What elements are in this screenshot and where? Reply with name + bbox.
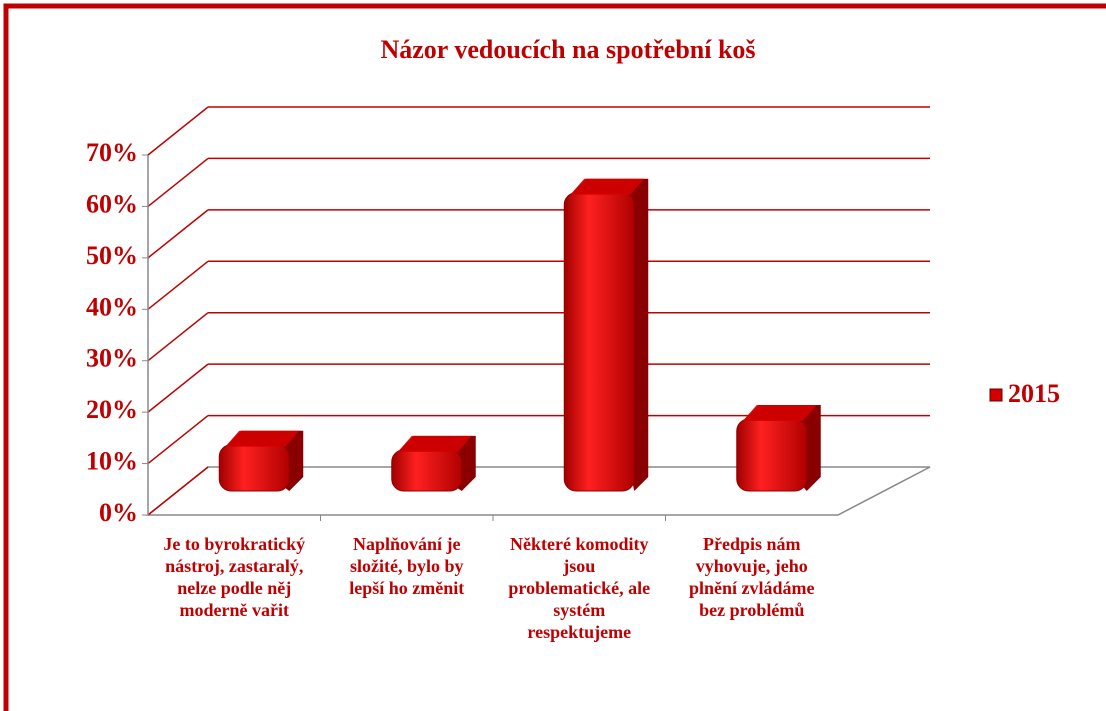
y-tick-label: 50% xyxy=(86,241,138,270)
grid-line xyxy=(147,414,209,465)
bar-part xyxy=(570,178,645,195)
grid-line xyxy=(147,466,209,516)
x-tick-label: Naplňování je složité, bylo by lepší ho … xyxy=(349,534,465,598)
grid-line xyxy=(147,106,209,156)
y-tick-label: 0% xyxy=(99,498,138,527)
bar-part xyxy=(742,405,817,421)
chart-title: Názor vedoucích na spotřební koš xyxy=(380,35,755,64)
bar-part xyxy=(218,444,290,492)
y-tick-label: 70% xyxy=(86,138,138,167)
grid-line xyxy=(147,312,209,362)
frame xyxy=(3,3,1106,711)
legend-swatch xyxy=(989,388,1003,402)
bar-part xyxy=(397,435,472,452)
bar xyxy=(391,435,476,492)
grid-line xyxy=(147,157,209,208)
y-tick-label: 10% xyxy=(86,447,138,476)
bar xyxy=(218,430,304,492)
y-tick-label: 30% xyxy=(86,344,138,373)
grid-line xyxy=(147,363,209,413)
bar-part xyxy=(391,449,463,492)
bar xyxy=(736,405,821,492)
y-tick-label: 60% xyxy=(86,189,138,218)
grid-line xyxy=(147,260,209,310)
bar-part xyxy=(225,430,300,447)
grid-line xyxy=(147,209,209,259)
bar xyxy=(563,178,649,492)
y-tick-label: 20% xyxy=(86,395,138,424)
y-tick-label: 40% xyxy=(86,292,138,321)
x-tick-label: Je to byrokratický nástroj, zastaralý, n… xyxy=(163,534,306,620)
bar-part xyxy=(736,418,808,492)
x-tick-label: Předpis nám vyhovuje, jeho plnění zvládá… xyxy=(688,534,815,620)
x-tick-label: Některé komodity jsou problematické, ale… xyxy=(508,534,651,642)
bar-part xyxy=(563,192,635,492)
legend-label: 2015 xyxy=(1008,379,1060,408)
